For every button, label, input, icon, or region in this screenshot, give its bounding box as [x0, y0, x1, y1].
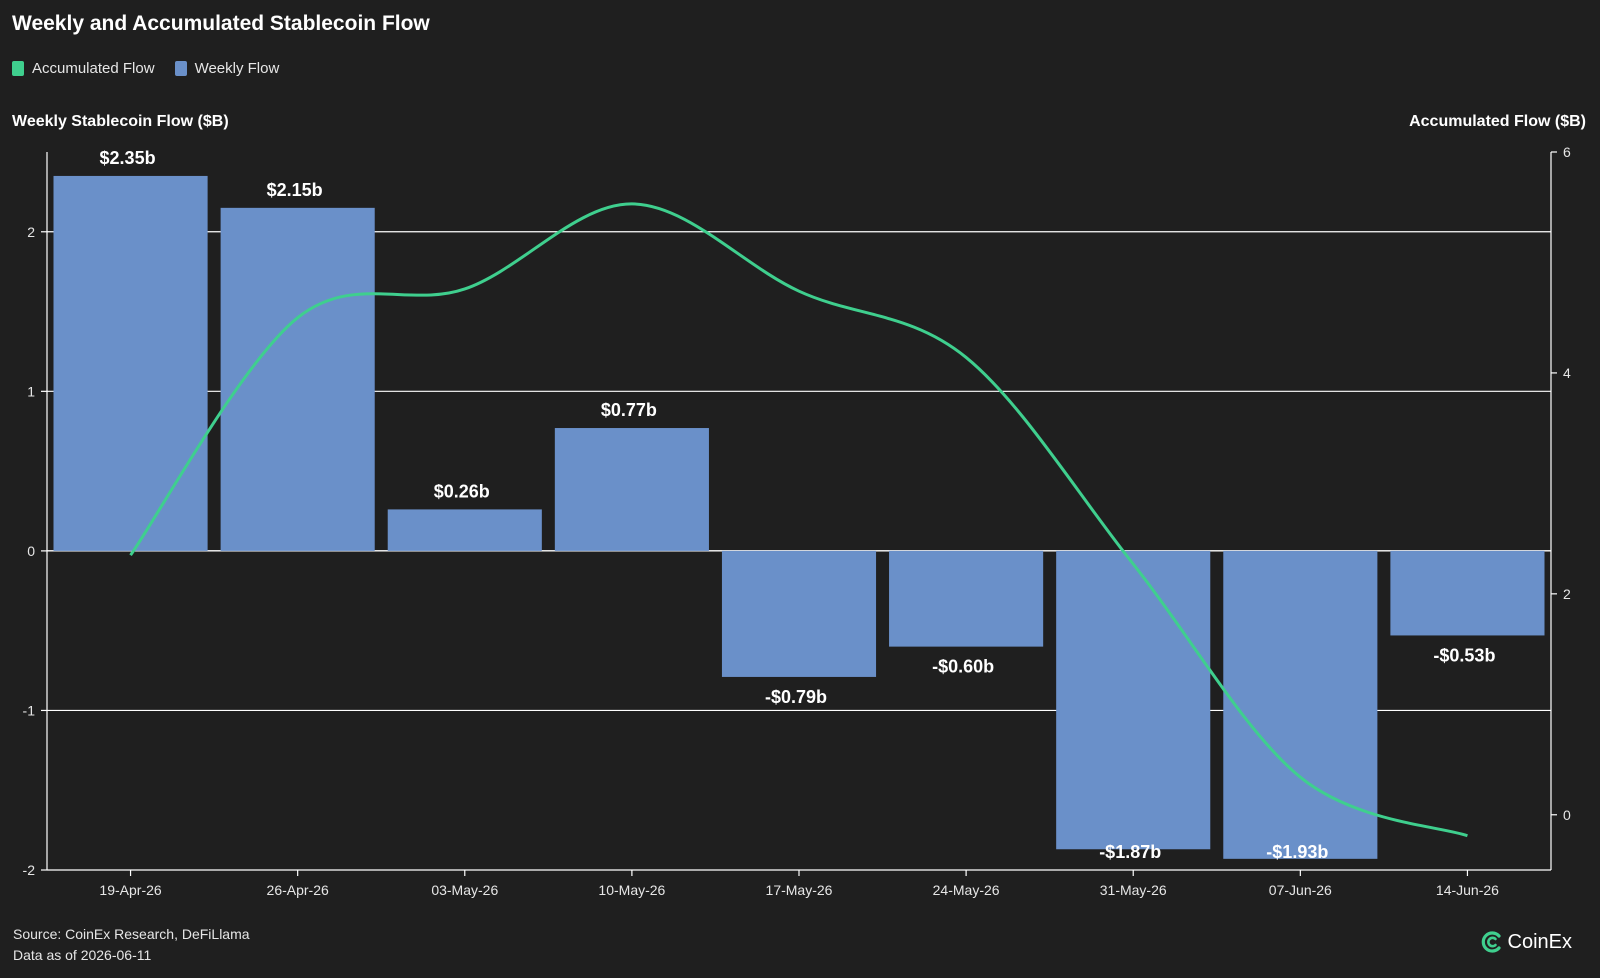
- y-right-tick-label: 0: [1563, 807, 1571, 823]
- x-tick-label: 07-Jun-26: [1269, 882, 1332, 898]
- line-layer: [129, 202, 1468, 838]
- y-left-tick-label: 0: [27, 543, 35, 559]
- x-tick-label: 14-Jun-26: [1436, 882, 1499, 898]
- y-right-tick-label: 4: [1563, 365, 1571, 381]
- bar-data-label: $2.15b: [267, 180, 323, 200]
- bar-data-label: -$0.60b: [932, 657, 994, 677]
- y-right-tick-label: 6: [1563, 144, 1571, 160]
- y-axis-right-title: Accumulated Flow ($B): [1409, 113, 1586, 130]
- bar-weekly-flow: [1390, 550, 1545, 636]
- x-tick-label: 17-May-26: [766, 882, 833, 898]
- y-left-tick-label: 1: [27, 383, 35, 399]
- data-date: Data as of 2026-06-11: [13, 947, 152, 963]
- coinex-logo-icon: [1481, 931, 1501, 953]
- y-left-tick-label: 2: [27, 224, 35, 240]
- x-tick-label: 26-Apr-26: [267, 882, 329, 898]
- x-tick-label: 19-Apr-26: [99, 882, 161, 898]
- x-tick-label: 24-May-26: [933, 882, 1000, 898]
- bar-data-label: -$0.53b: [1433, 645, 1495, 665]
- bar-data-label: -$0.79b: [765, 687, 827, 707]
- bar-data-label: $2.35b: [100, 148, 156, 168]
- bar-layer: [53, 175, 1545, 859]
- x-tick-label: 10-May-26: [598, 882, 665, 898]
- legend-item-accumulated[interactable]: Accumulated Flow: [12, 60, 155, 77]
- y-right-tick-label: 2: [1563, 586, 1571, 602]
- logo-text: CoinEx: [1507, 930, 1572, 953]
- legend-swatch-accumulated: [12, 61, 24, 76]
- legend: Accumulated Flow Weekly Flow: [12, 60, 279, 77]
- bar-data-label: $0.26b: [434, 481, 490, 501]
- source-note: Source: CoinEx Research, DeFiLlama Data …: [13, 924, 250, 966]
- legend-item-weekly[interactable]: Weekly Flow: [174, 60, 280, 77]
- y-left-tick-label: -2: [23, 862, 36, 878]
- source-text: Source: CoinEx Research, DeFiLlama: [13, 926, 250, 942]
- accumulated-flow-line: [129, 202, 1468, 838]
- bar-weekly-flow: [554, 428, 709, 551]
- bar-weekly-flow: [1056, 550, 1211, 850]
- y-left-tick-label: -1: [23, 702, 36, 718]
- legend-label-accumulated: Accumulated Flow: [32, 60, 155, 77]
- bar-weekly-flow: [53, 175, 208, 551]
- bar-weekly-flow: [1223, 550, 1378, 859]
- label-layer: $2.35b $2.15b $0.26b $0.77b -$0.79b -$0.60b -$…: [100, 148, 1496, 862]
- bar-data-label: -$1.87b: [1099, 842, 1161, 862]
- bar-data-label: $0.77b: [601, 400, 657, 420]
- bar-weekly-flow: [889, 550, 1044, 647]
- legend-label-weekly: Weekly Flow: [194, 60, 280, 77]
- bar-weekly-flow: [220, 207, 375, 551]
- y-axis-left-title: Weekly Stablecoin Flow ($B): [12, 113, 229, 130]
- coinex-logo: CoinEx: [1480, 930, 1572, 954]
- chart-title: Weekly and Accumulated Stablecoin Flow: [12, 12, 430, 35]
- legend-swatch-weekly: [174, 61, 187, 76]
- axis-layer: -2 -1 0 1 2 0 2 4 6 19-Apr-26 26-Apr-26 03-May-26 10…: [23, 144, 1571, 898]
- bar-weekly-flow: [721, 550, 877, 677]
- bar-weekly-flow: [387, 509, 542, 551]
- bar-data-label: -$1.93b: [1266, 842, 1328, 862]
- x-tick-label: 03-May-26: [431, 882, 498, 898]
- x-tick-label: 31-May-26: [1100, 882, 1167, 898]
